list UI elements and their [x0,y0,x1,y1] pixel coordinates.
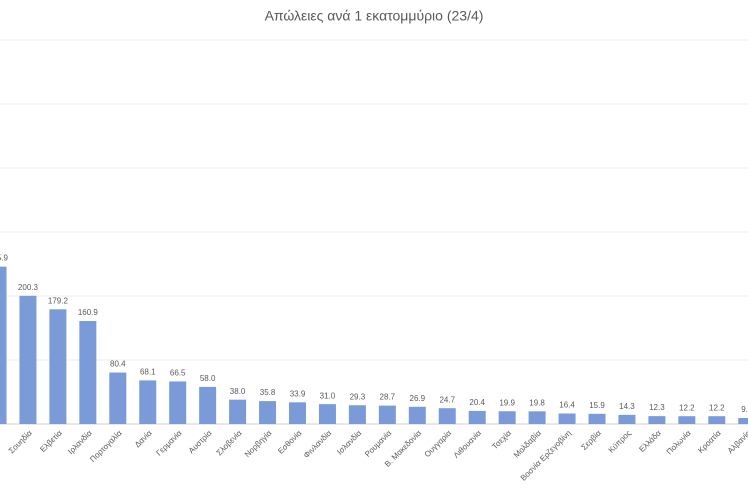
x-tick-label: Ουγγαρία [423,428,454,459]
data-label: 20.4 [469,398,485,407]
bar [199,386,217,424]
x-tick-label: Σλοβενία [215,428,244,457]
data-label: 9.4 [741,405,748,414]
x-tick-label: Αλβανία [726,428,748,455]
x-tick-label: Σουηδία [7,428,34,455]
data-label: 35.8 [260,388,276,397]
bar [19,295,37,424]
bar [318,404,336,424]
x-tick-label: Αυστρία [187,428,214,455]
x-tick-label: Μολδαβία [512,428,543,459]
data-label: 200.3 [18,283,39,292]
bar [348,405,366,424]
data-label: 15.9 [589,401,605,410]
bar [438,408,456,424]
data-label: 33.9 [290,389,306,398]
x-tick-label: Ελλάδα [637,428,663,454]
x-tick-label: Κύπρος [607,428,633,454]
x-tick-label: Βοσνία Ερζεγοβίνη [519,429,573,483]
x-tick-label: Σερβία [580,428,604,452]
data-label: 179.2 [48,296,69,305]
data-label: 31.0 [320,391,336,400]
x-tick-label: Ισλανδία [335,428,363,456]
x-tick-label: Νορβηγία [243,428,274,459]
data-label: 19.9 [499,398,515,407]
bar [378,405,396,424]
data-label: 80.4 [110,360,126,369]
data-label: 12.3 [649,403,665,412]
data-label: 14.3 [619,402,635,411]
data-label: 12.2 [679,403,695,412]
bar [648,416,666,424]
data-label: 28.7 [380,393,396,402]
x-tick-label: Ιρλανδία [66,428,94,456]
x-tick-label: Ρουμανία [363,428,394,459]
x-tick-label: Κροατία [696,428,723,455]
data-label: 68.1 [140,368,156,377]
chart-title: Απώλειες ανά 1 εκατομμύριο (23/4) [265,8,484,24]
bar [588,413,606,424]
bar [0,266,7,424]
x-tick-label: Γερμανία [154,428,183,457]
data-label: 29.3 [350,392,366,401]
bar [408,406,426,424]
data-label: 19.8 [529,398,545,407]
bar [708,416,726,424]
x-tick-label: Τσεχία [490,428,513,451]
bar [259,401,277,424]
x-tick-label: Λιθουανία [452,428,484,460]
bar [109,372,127,424]
bar [169,381,187,424]
data-label: 26.9 [410,394,426,403]
data-label: 66.5 [170,369,186,378]
bar [618,414,636,424]
x-tick-label: Εσθονία [276,428,304,456]
bar [229,399,247,424]
x-tick-label: Φινλανδία [302,428,334,460]
bar [49,309,67,424]
x-tick-label: Ελβετία [38,428,64,454]
data-label: 245.9 [0,254,9,263]
bar [558,413,576,424]
data-label: 16.4 [559,401,575,410]
bar [79,321,97,424]
data-label: 160.9 [78,308,99,317]
data-label: 24.7 [439,395,455,404]
bar [289,402,306,424]
bar [139,380,157,424]
bar [498,411,516,424]
x-tick-label: Δανία [133,428,154,449]
x-tick-label: Πολωνία [665,428,693,456]
bar [468,410,486,424]
data-label: 12.2 [709,403,725,412]
bar [738,417,748,424]
bar [678,416,696,424]
x-tick-label: Πορτογαλία [88,428,124,464]
bar [528,411,546,424]
data-label: 38.0 [230,387,246,396]
data-label: 58.0 [200,374,216,383]
